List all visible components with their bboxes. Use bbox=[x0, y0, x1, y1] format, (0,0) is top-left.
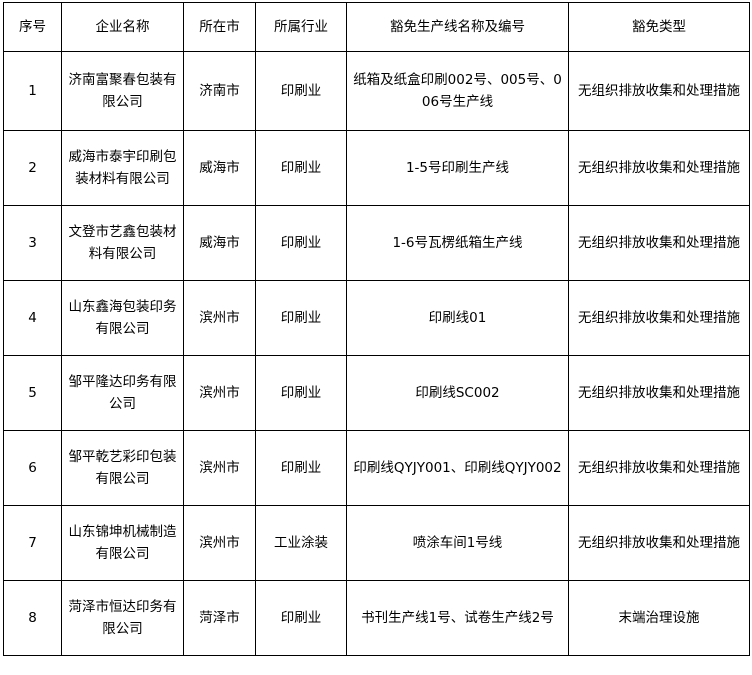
cell-city: 滨州市 bbox=[183, 430, 256, 506]
cell-company: 文登市艺鑫包装材料有限公司 bbox=[61, 205, 184, 281]
column-header-index: 序号 bbox=[3, 2, 62, 52]
cell-city: 济南市 bbox=[183, 51, 256, 131]
cell-industry: 印刷业 bbox=[255, 355, 347, 431]
cell-industry: 印刷业 bbox=[255, 580, 347, 656]
cell-city: 威海市 bbox=[183, 205, 256, 281]
table-row: 5 邹平隆达印务有限公司 滨州市 印刷业 印刷线SC002 无组织排放收集和处理措施 bbox=[3, 355, 750, 431]
table-row: 1 济南富聚春包装有限公司 济南市 印刷业 纸箱及纸盒印刷002号、005号、006号生… bbox=[3, 51, 750, 131]
column-header-company: 企业名称 bbox=[61, 2, 184, 52]
table-row: 7 山东锦坤机械制造有限公司 滨州市 工业涂装 喷涂车间1号线 无组织排放收集和处理措施 bbox=[3, 505, 750, 581]
cell-type: 无组织排放收集和处理措施 bbox=[568, 205, 750, 281]
cell-line: 书刊生产线1号、试卷生产线2号 bbox=[346, 580, 569, 656]
cell-line: 喷涂车间1号线 bbox=[346, 505, 569, 581]
exempt-production-line-table: 序号 企业名称 所在市 所属行业 豁免生产线名称及编号 豁免类型 1 济南富聚春包… bbox=[3, 2, 750, 656]
column-header-line: 豁免生产线名称及编号 bbox=[346, 2, 569, 52]
cell-industry: 印刷业 bbox=[255, 51, 347, 131]
exempt-production-line-table-container: 序号 企业名称 所在市 所属行业 豁免生产线名称及编号 豁免类型 1 济南富聚春包… bbox=[3, 2, 750, 656]
cell-company: 邹平隆达印务有限公司 bbox=[61, 355, 184, 431]
table-row: 4 山东鑫海包装印务有限公司 滨州市 印刷业 印刷线01 无组织排放收集和处理措施 bbox=[3, 280, 750, 356]
cell-company: 菏泽市恒达印务有限公司 bbox=[61, 580, 184, 656]
cell-type: 末端治理设施 bbox=[568, 580, 750, 656]
cell-type: 无组织排放收集和处理措施 bbox=[568, 280, 750, 356]
cell-index: 8 bbox=[3, 580, 62, 656]
cell-city: 菏泽市 bbox=[183, 580, 256, 656]
cell-company: 威海市泰宇印刷包装材料有限公司 bbox=[61, 130, 184, 206]
cell-type: 无组织排放收集和处理措施 bbox=[568, 430, 750, 506]
cell-industry: 印刷业 bbox=[255, 205, 347, 281]
table-header: 序号 企业名称 所在市 所属行业 豁免生产线名称及编号 豁免类型 bbox=[3, 2, 750, 52]
cell-line: 1-6号瓦楞纸箱生产线 bbox=[346, 205, 569, 281]
cell-index: 4 bbox=[3, 280, 62, 356]
cell-company: 山东鑫海包装印务有限公司 bbox=[61, 280, 184, 356]
column-header-type: 豁免类型 bbox=[568, 2, 750, 52]
cell-industry: 印刷业 bbox=[255, 130, 347, 206]
cell-city: 滨州市 bbox=[183, 280, 256, 356]
cell-index: 3 bbox=[3, 205, 62, 281]
cell-line: 1-5号印刷生产线 bbox=[346, 130, 569, 206]
cell-type: 无组织排放收集和处理措施 bbox=[568, 505, 750, 581]
cell-line: 印刷线01 bbox=[346, 280, 569, 356]
cell-city: 滨州市 bbox=[183, 355, 256, 431]
cell-index: 2 bbox=[3, 130, 62, 206]
cell-line: 印刷线QYJY001、印刷线QYJY002 bbox=[346, 430, 569, 506]
cell-line: 印刷线SC002 bbox=[346, 355, 569, 431]
table-row: 6 邹平乾艺彩印包装有限公司 滨州市 印刷业 印刷线QYJY001、印刷线QYJY002… bbox=[3, 430, 750, 506]
table-row: 8 菏泽市恒达印务有限公司 菏泽市 印刷业 书刊生产线1号、试卷生产线2号 末端治理设施 bbox=[3, 580, 750, 656]
table-body: 1 济南富聚春包装有限公司 济南市 印刷业 纸箱及纸盒印刷002号、005号、006号生… bbox=[3, 51, 750, 656]
cell-industry: 工业涂装 bbox=[255, 505, 347, 581]
cell-line: 纸箱及纸盒印刷002号、005号、006号生产线 bbox=[346, 51, 569, 131]
cell-type: 无组织排放收集和处理措施 bbox=[568, 355, 750, 431]
cell-type: 无组织排放收集和处理措施 bbox=[568, 51, 750, 131]
cell-type: 无组织排放收集和处理措施 bbox=[568, 130, 750, 206]
cell-company: 邹平乾艺彩印包装有限公司 bbox=[61, 430, 184, 506]
cell-index: 7 bbox=[3, 505, 62, 581]
cell-city: 威海市 bbox=[183, 130, 256, 206]
cell-index: 6 bbox=[3, 430, 62, 506]
cell-industry: 印刷业 bbox=[255, 280, 347, 356]
cell-company: 济南富聚春包装有限公司 bbox=[61, 51, 184, 131]
cell-city: 滨州市 bbox=[183, 505, 256, 581]
cell-index: 5 bbox=[3, 355, 62, 431]
table-row: 3 文登市艺鑫包装材料有限公司 威海市 印刷业 1-6号瓦楞纸箱生产线 无组织排放收集和处… bbox=[3, 205, 750, 281]
cell-company: 山东锦坤机械制造有限公司 bbox=[61, 505, 184, 581]
cell-index: 1 bbox=[3, 51, 62, 131]
column-header-city: 所在市 bbox=[183, 2, 256, 52]
table-row: 2 威海市泰宇印刷包装材料有限公司 威海市 印刷业 1-5号印刷生产线 无组织排放收集和处… bbox=[3, 130, 750, 206]
table-header-row: 序号 企业名称 所在市 所属行业 豁免生产线名称及编号 豁免类型 bbox=[3, 2, 750, 52]
column-header-industry: 所属行业 bbox=[255, 2, 347, 52]
cell-industry: 印刷业 bbox=[255, 430, 347, 506]
